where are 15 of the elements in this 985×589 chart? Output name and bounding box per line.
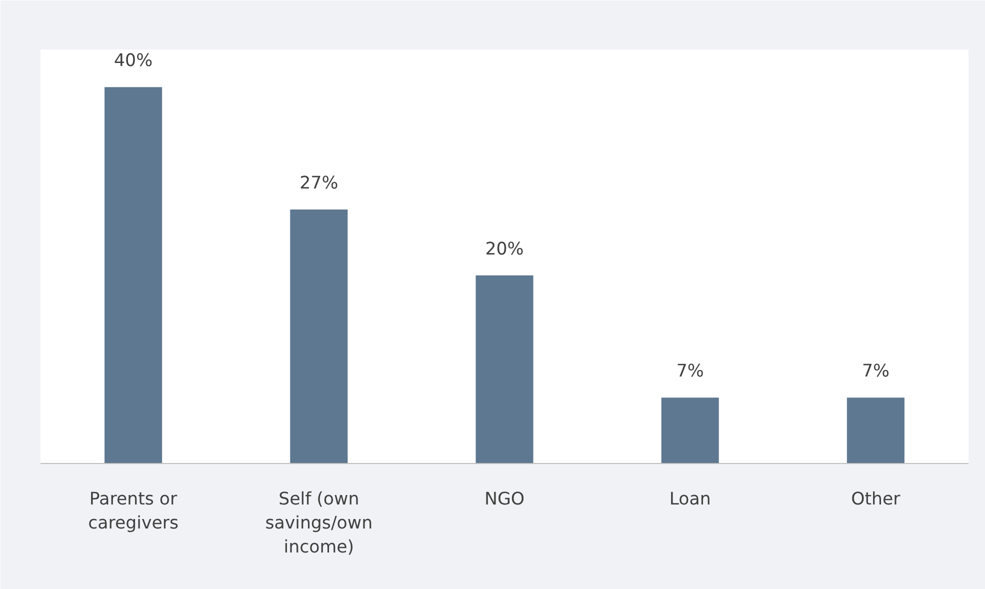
data-label: 7% [676, 362, 704, 382]
data-label: 27% [300, 173, 338, 194]
x-tick-label: NGO [484, 490, 525, 510]
data-label: 7% [862, 362, 890, 382]
x-tick-label: Loan [669, 490, 711, 510]
x-tick-label: Other [851, 490, 902, 510]
bar [846, 398, 904, 464]
data-label: 40% [114, 51, 153, 72]
x-tick-label: Self (own savings/own income) [265, 490, 373, 558]
bar [290, 209, 348, 464]
bar [476, 275, 534, 464]
bar [104, 87, 162, 464]
x-tick-label: Parents or caregivers [88, 490, 179, 534]
bar [661, 398, 719, 464]
data-label: 20% [485, 239, 524, 260]
